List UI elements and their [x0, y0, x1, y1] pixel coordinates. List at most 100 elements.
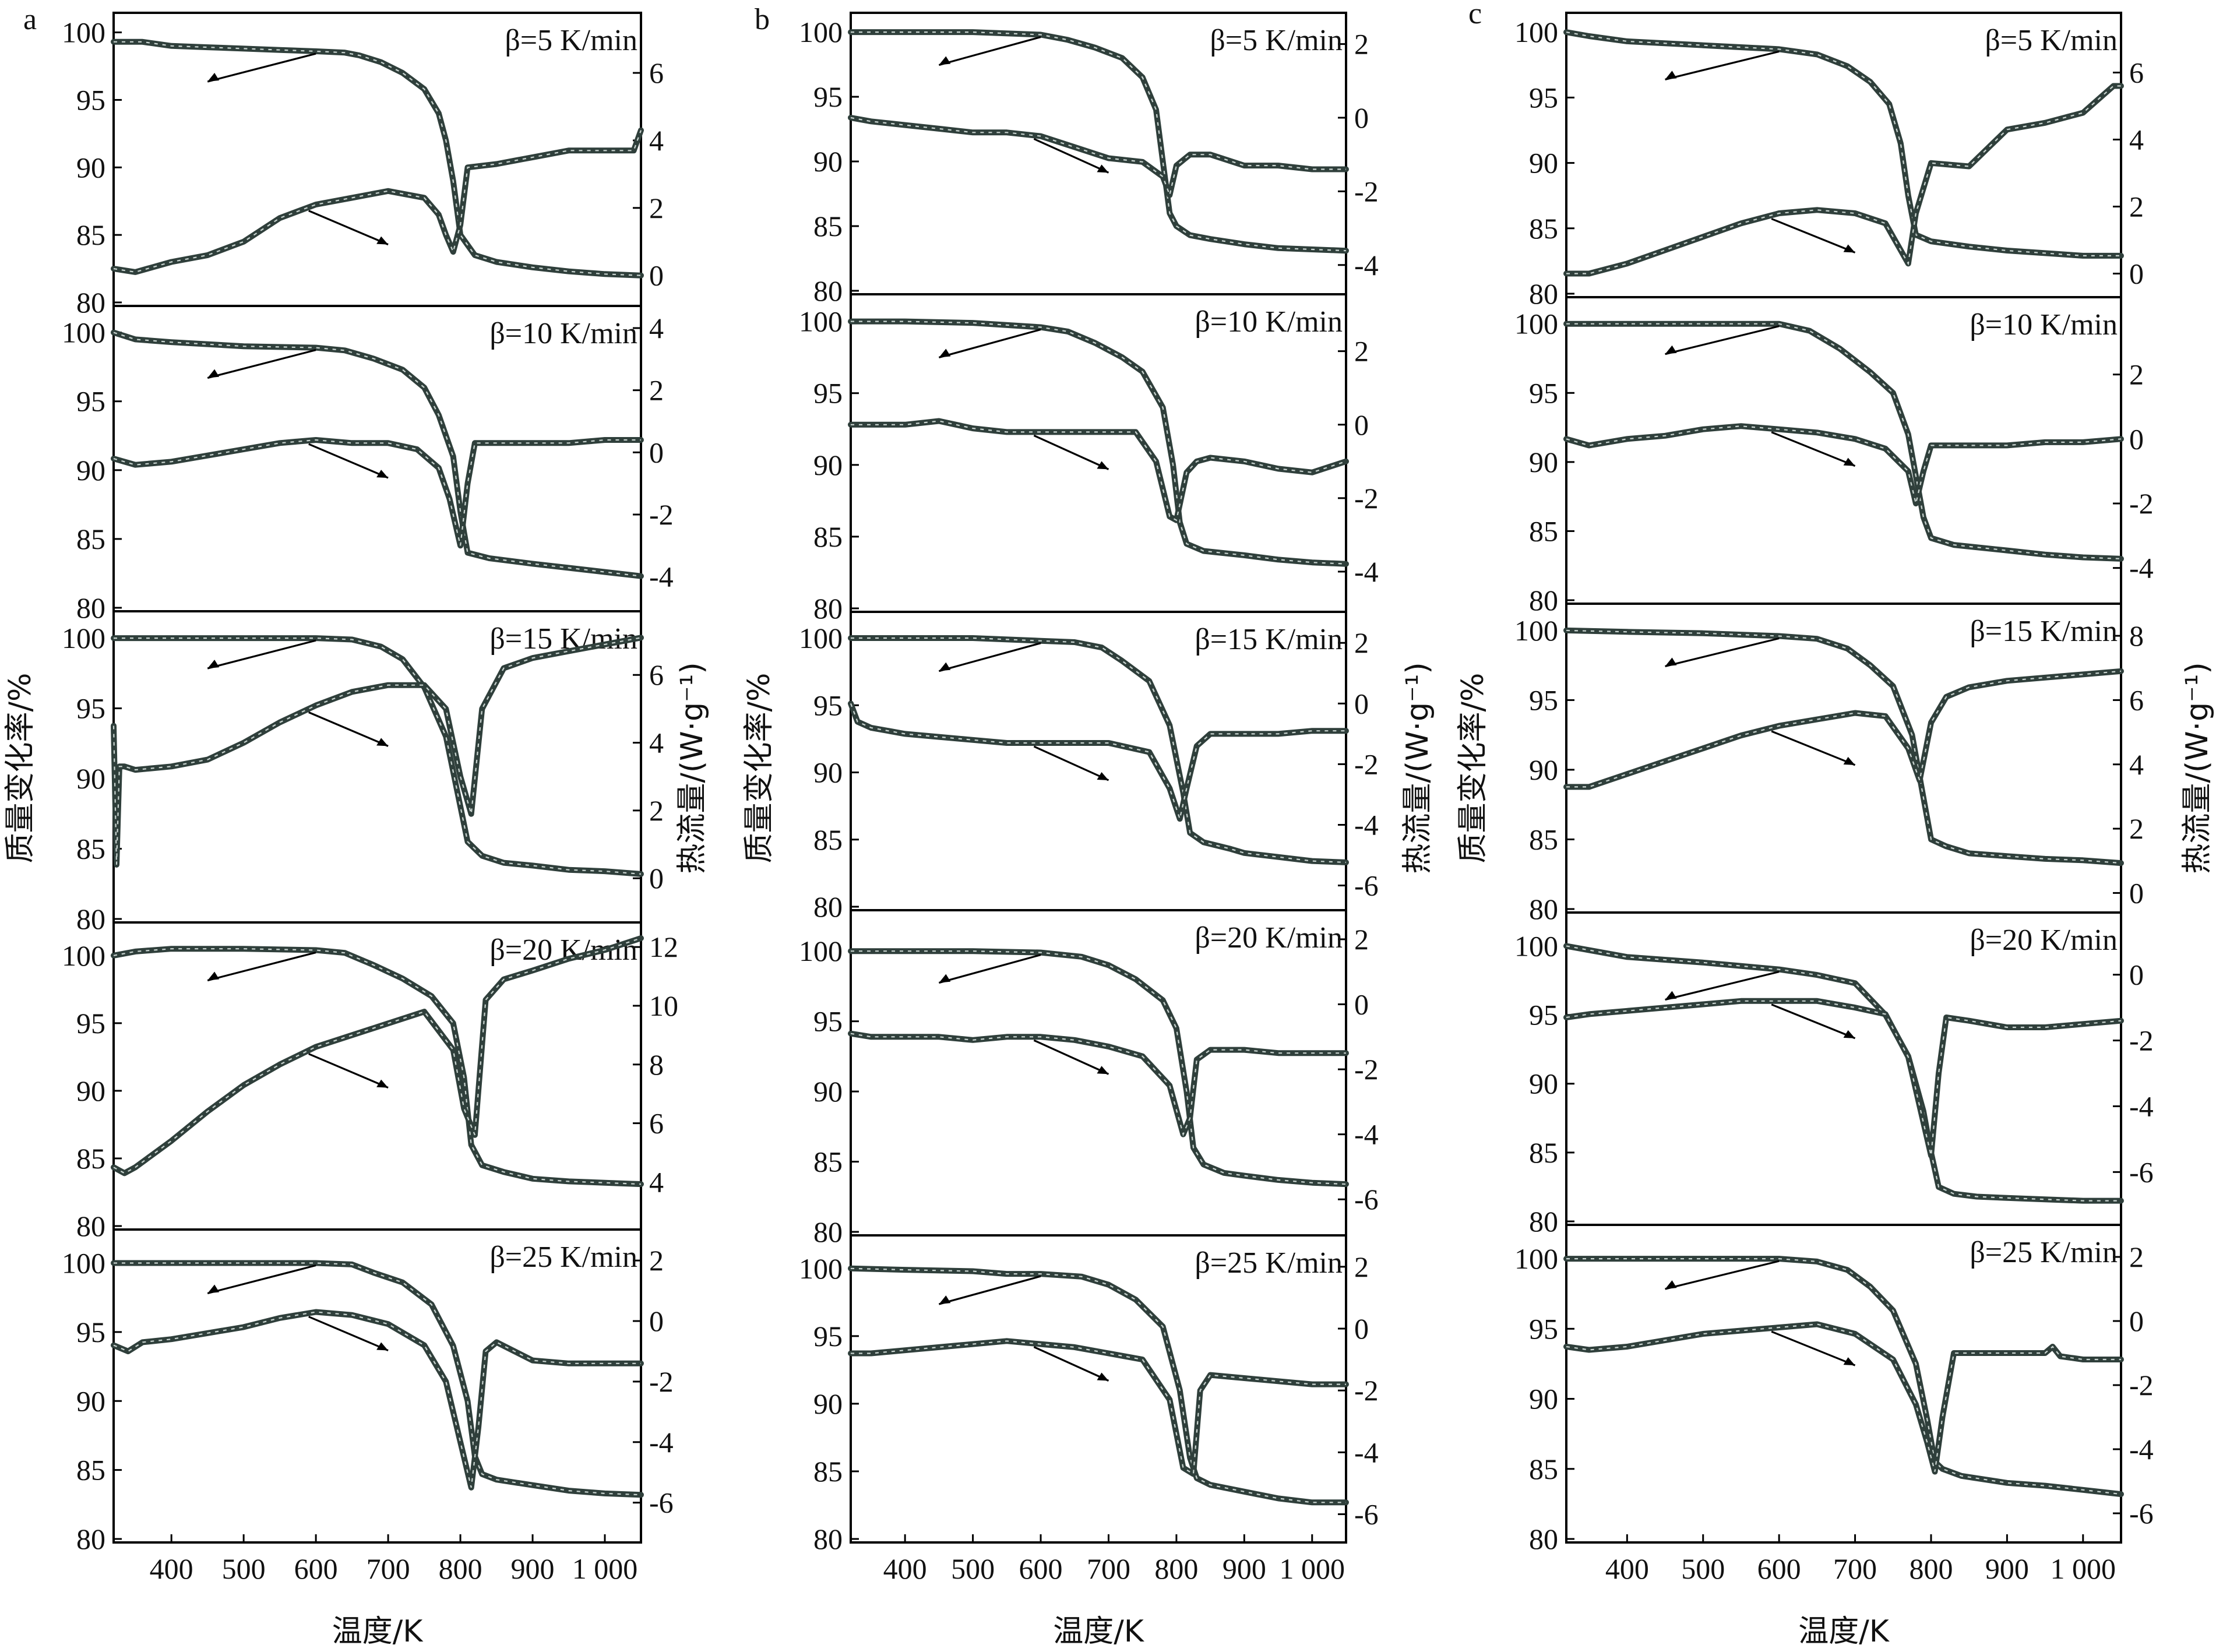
- right-tick-label: 4: [649, 124, 664, 157]
- right-tick-label: -4: [649, 561, 674, 593]
- left-tick-label: 100: [799, 935, 843, 967]
- left-y-axis-label: 质量变化率/%: [3, 673, 38, 864]
- heat-flow-curve-texture: [1566, 1000, 2122, 1156]
- x-tick-label: 500: [222, 1552, 266, 1585]
- heat-flow-curve: [848, 1030, 1349, 1137]
- heat-flow-curve: [111, 127, 644, 275]
- right-tick-label: -2: [2129, 1024, 2154, 1057]
- heat-arrow-shaft: [1771, 217, 1856, 253]
- heat-flow-curve: [111, 635, 644, 868]
- mass-curve-texture: [1566, 629, 2122, 864]
- heating-rate-label: β=20 K/min: [1970, 924, 2118, 957]
- left-tick-label: 95: [813, 1320, 843, 1352]
- heating-rate-label: β=25 K/min: [1970, 1236, 2118, 1269]
- heat-flow-curve: [1563, 668, 2124, 790]
- left-tick-label: 100: [799, 1252, 843, 1285]
- right-tick-label: 0: [2129, 258, 2144, 290]
- left-tick-label: 100: [1514, 614, 1558, 647]
- mass-arrow-shaft: [938, 328, 1041, 359]
- x-tick-label: 1 000: [2051, 1552, 2116, 1585]
- right-tick-label: 6: [2129, 684, 2144, 716]
- mass-arrow-shaft: [207, 639, 316, 670]
- right-tick-label: 10: [649, 989, 678, 1022]
- heat-arrow-shaft: [308, 711, 389, 747]
- mass-arrow-head: [939, 974, 951, 983]
- left-tick-label: 95: [813, 689, 843, 721]
- heat-arrow-shaft: [308, 443, 389, 479]
- right-tick-label: 2: [1354, 28, 1369, 61]
- heat-flow-curve: [111, 935, 644, 1177]
- heat-arrow-shaft: [308, 1316, 389, 1352]
- heat-flow-curve-texture: [113, 937, 642, 1174]
- left-tick-label: 100: [799, 305, 843, 338]
- right-tick-label: 0: [649, 436, 664, 469]
- panel-letter: c: [1468, 0, 1482, 30]
- left-tick-label: 85: [1529, 1136, 1558, 1169]
- left-tick-label: 100: [62, 16, 105, 49]
- right-tick-label: -2: [1354, 1053, 1379, 1086]
- left-tick-label: 95: [813, 377, 843, 410]
- left-tick-label: 95: [1529, 999, 1558, 1031]
- heat-arrow-head: [1097, 461, 1109, 470]
- mass-arrow-head: [207, 1284, 220, 1294]
- left-tick-label: 80: [76, 591, 105, 624]
- heat-flow-curve: [848, 418, 1349, 523]
- x-tick-label: 900: [511, 1552, 555, 1585]
- mass-curve: [1563, 943, 2124, 1204]
- x-tick-label: 400: [150, 1552, 193, 1585]
- mass-arrow-shaft: [1665, 971, 1780, 1001]
- mass-curve: [848, 29, 1349, 254]
- mass-curve-texture: [850, 1267, 1346, 1503]
- right-tick-label: -6: [1354, 1498, 1379, 1531]
- right-tick-label: -4: [1354, 1118, 1379, 1151]
- left-tick-label: 85: [76, 523, 105, 555]
- panel-frame: [112, 12, 642, 1544]
- left-tick-label: 85: [813, 1455, 843, 1488]
- mass-curve-texture: [1566, 1258, 2122, 1495]
- right-tick-label: 2: [2129, 358, 2144, 391]
- heat-flow-curve-texture: [851, 420, 1347, 522]
- right-tick-label: -2: [1354, 482, 1379, 515]
- mass-curve-texture: [1566, 31, 2121, 256]
- heat-flow-curve-texture: [1566, 1323, 2121, 1472]
- heat-arrow-head: [376, 738, 389, 746]
- left-tick-label: 95: [1529, 81, 1558, 114]
- left-tick-label: 80: [76, 903, 105, 935]
- right-tick-label: 4: [649, 1165, 664, 1198]
- mass-arrow-shaft: [207, 52, 316, 83]
- heat-arrow-shaft: [1033, 1346, 1109, 1382]
- mass-curve: [111, 38, 644, 279]
- left-tick-label: 80: [76, 1523, 105, 1555]
- left-tick-label: 85: [813, 1146, 843, 1178]
- left-tick-label: 90: [1529, 1383, 1558, 1415]
- mass-arrow-shaft: [1665, 637, 1780, 668]
- mass-arrow-shaft: [207, 349, 316, 379]
- panel-letter: a: [23, 3, 37, 36]
- left-tick-label: 80: [1529, 584, 1558, 617]
- heating-rate-label: β=25 K/min: [489, 1241, 637, 1274]
- x-tick-label: 600: [1757, 1552, 1801, 1585]
- mass-arrow-shaft: [938, 954, 1041, 984]
- mass-curve-texture: [113, 332, 642, 577]
- subplot-5: 80 85 90 95 100 -6 -4 -2 0 2 β=25 K/min: [799, 1246, 1379, 1555]
- mass-curve: [111, 329, 644, 579]
- x-tick-label: 700: [1087, 1552, 1130, 1585]
- mass-arrow-head: [939, 662, 951, 671]
- x-tick-label: 1 000: [1280, 1552, 1345, 1585]
- left-tick-label: 95: [76, 692, 105, 725]
- heating-rate-label: β=10 K/min: [489, 317, 637, 350]
- right-tick-label: -2: [649, 498, 674, 531]
- left-tick-label: 100: [799, 622, 843, 654]
- mass-arrow-head: [1665, 345, 1677, 354]
- heat-flow-curve-texture: [1566, 425, 2122, 504]
- right-tick-label: 0: [1354, 101, 1369, 134]
- heat-flow-curve: [1563, 1321, 2124, 1475]
- heat-arrow-shaft: [1771, 1330, 1856, 1366]
- mass-curve-texture: [851, 31, 1347, 252]
- right-tick-label: -2: [1354, 1374, 1379, 1407]
- right-tick-label: 2: [649, 1244, 664, 1277]
- left-tick-label: 100: [62, 1247, 105, 1280]
